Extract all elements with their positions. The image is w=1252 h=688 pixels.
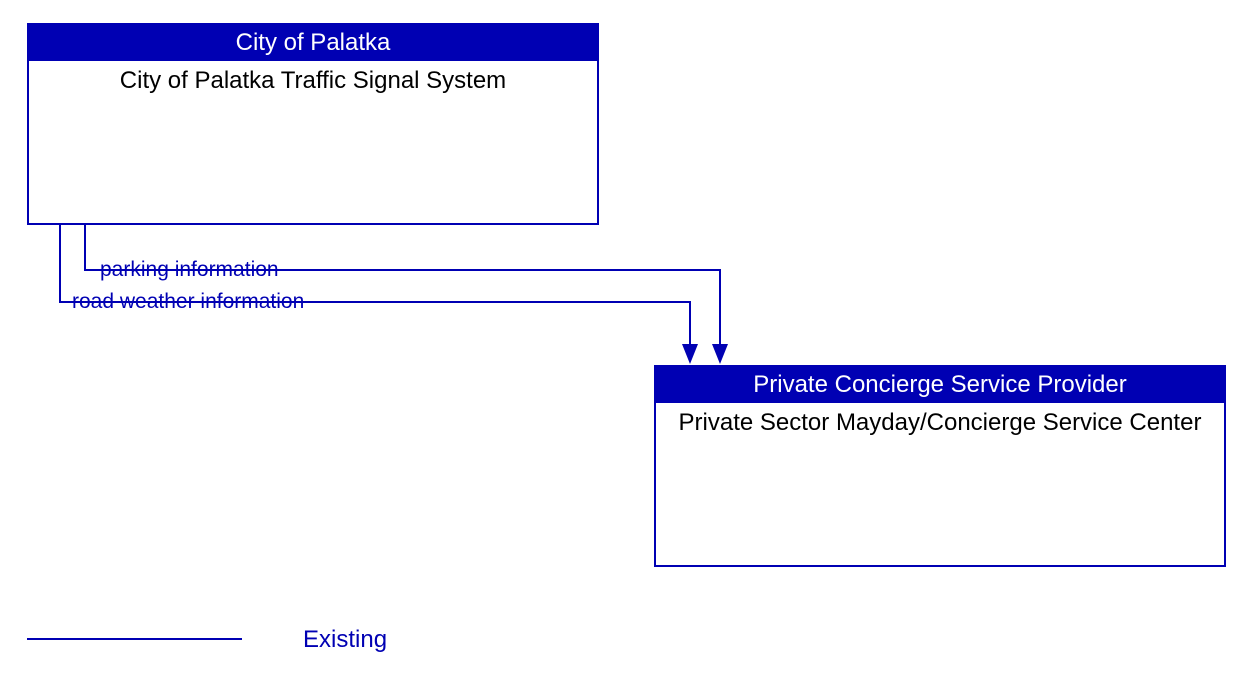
flow-label-road-weather-information: road weather information bbox=[72, 290, 304, 314]
entity-box-private-concierge: Private Concierge Service Provider Priva… bbox=[654, 365, 1226, 567]
entity-body-private-concierge: Private Sector Mayday/Concierge Service … bbox=[656, 403, 1224, 443]
flow-label-parking-information: parking information bbox=[100, 258, 279, 282]
legend-label-existing: Existing bbox=[303, 626, 387, 654]
entity-header-private-concierge: Private Concierge Service Provider bbox=[656, 367, 1224, 403]
entity-box-city-of-palatka: City of Palatka City of Palatka Traffic … bbox=[27, 23, 599, 225]
entity-header-city-of-palatka: City of Palatka bbox=[29, 25, 597, 61]
entity-body-city-of-palatka: City of Palatka Traffic Signal System bbox=[29, 61, 597, 101]
